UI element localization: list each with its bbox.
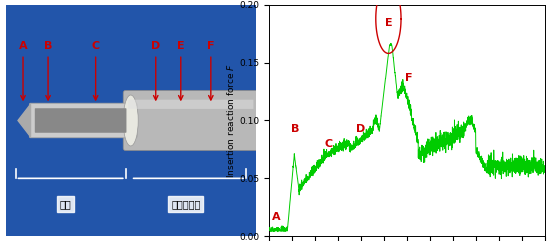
Text: A: A — [19, 41, 28, 100]
Text: カテーテル: カテーテル — [171, 199, 201, 209]
Text: D: D — [151, 41, 161, 100]
FancyBboxPatch shape — [29, 103, 137, 138]
Text: C: C — [92, 41, 100, 100]
Polygon shape — [18, 104, 31, 137]
Text: A: A — [272, 212, 280, 222]
Text: C: C — [324, 140, 333, 149]
Text: F: F — [405, 74, 413, 83]
Text: F: F — [207, 41, 214, 100]
FancyBboxPatch shape — [128, 100, 254, 109]
Text: E: E — [177, 41, 185, 100]
Text: D: D — [356, 124, 366, 134]
Text: 内针: 内针 — [60, 199, 72, 209]
Text: B: B — [292, 124, 300, 134]
FancyBboxPatch shape — [35, 108, 126, 133]
Ellipse shape — [123, 95, 138, 146]
Y-axis label: Insertion reaction force $F$: Insertion reaction force $F$ — [226, 63, 236, 178]
FancyBboxPatch shape — [123, 90, 258, 151]
Text: B: B — [44, 41, 52, 100]
Text: E: E — [384, 18, 392, 28]
